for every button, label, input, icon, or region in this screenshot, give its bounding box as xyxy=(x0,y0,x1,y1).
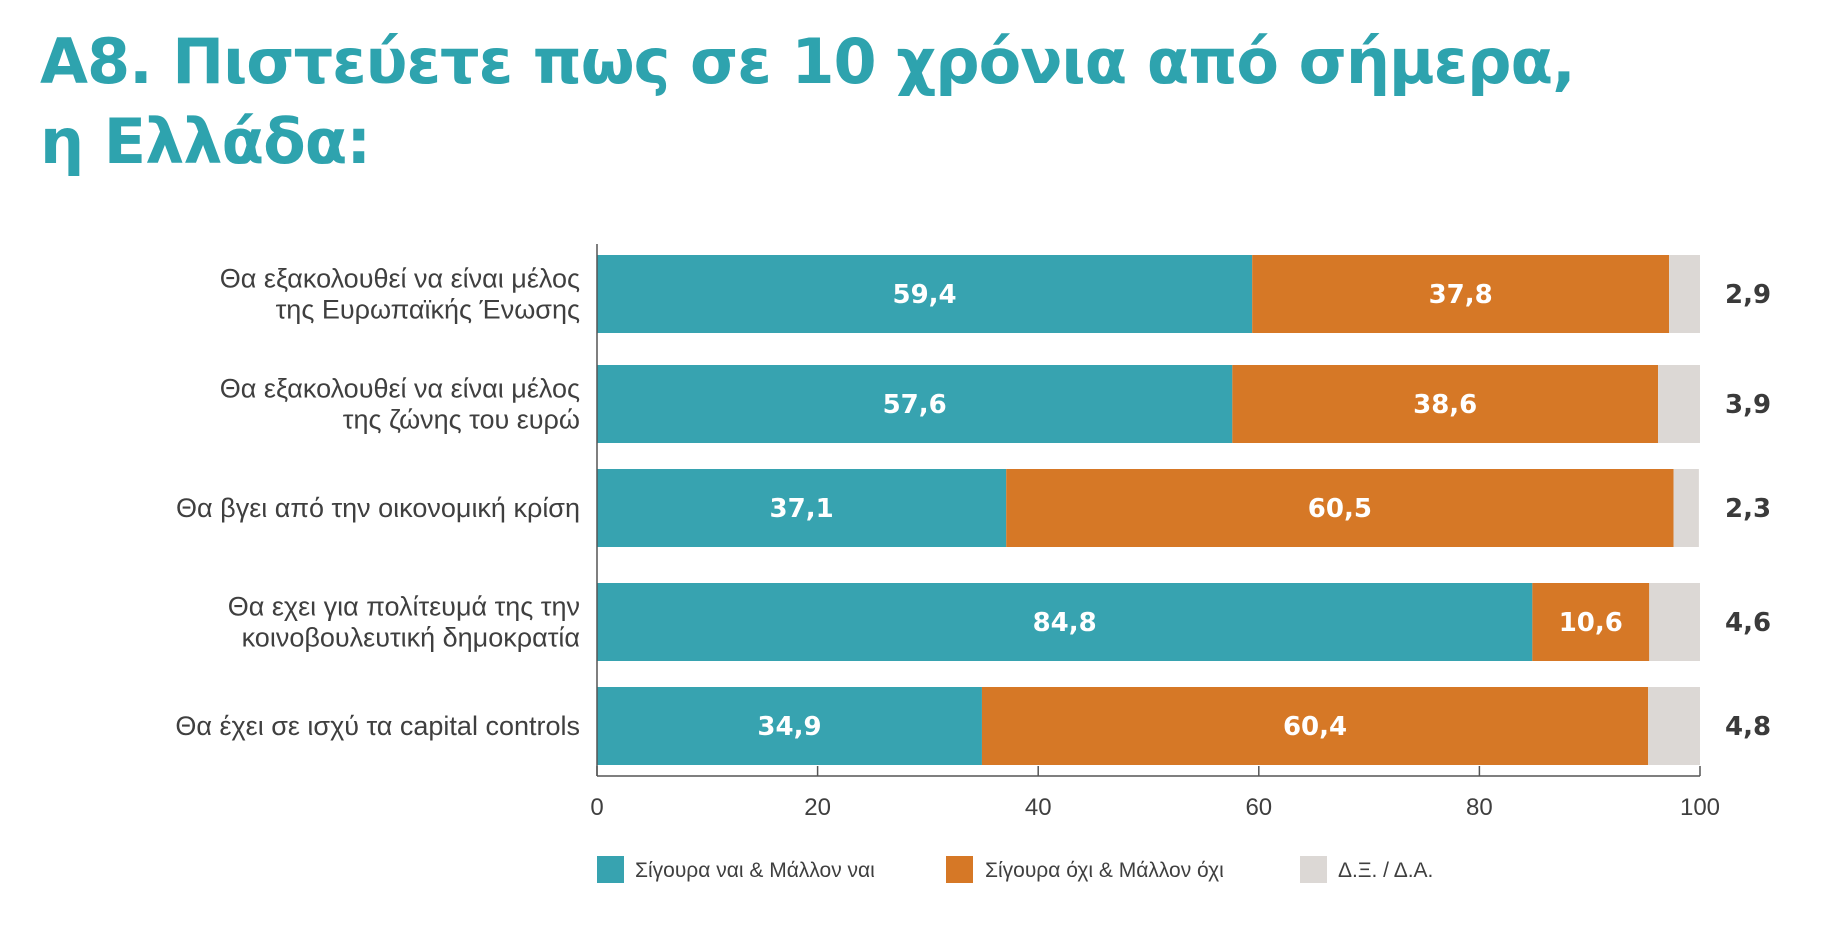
bar-segment xyxy=(597,687,982,765)
bar-end-value-label: 4,6 xyxy=(1725,608,1771,638)
legend-label: Σίγουρα ναι & Μάλλον ναι xyxy=(635,859,875,882)
bar-segment xyxy=(597,583,1533,661)
x-tick-label: 20 xyxy=(804,794,831,821)
legend-swatch xyxy=(946,856,973,883)
category-label: Θα βγει από την οικονομική κρίση xyxy=(176,493,580,523)
bar-end-value-label: 2,3 xyxy=(1725,494,1771,524)
bar-segment xyxy=(1252,255,1670,333)
x-tick-label: 100 xyxy=(1680,794,1720,821)
bar-segment xyxy=(1673,469,1699,547)
legend-swatch xyxy=(597,856,624,883)
x-tick-label: 60 xyxy=(1245,794,1272,821)
bar-segment xyxy=(1648,687,1700,765)
bar-segment xyxy=(1649,583,1700,661)
bar-value-label: 59,4 xyxy=(893,280,957,310)
category-label: της Ευρωπαϊκής Ένωσης xyxy=(276,295,580,325)
bar-value-label: 60,4 xyxy=(1283,712,1347,742)
category-label: Θα εχει για πολίτευμά της την xyxy=(228,592,580,622)
bar-value-label: 57,6 xyxy=(883,390,947,420)
category-label: Θα έχει σε ισχύ τα capital controls xyxy=(175,711,580,741)
bar-segment xyxy=(1669,255,1700,333)
bar-value-label: 60,5 xyxy=(1308,494,1372,524)
x-tick-label: 80 xyxy=(1466,794,1493,821)
bar-segment xyxy=(597,365,1233,443)
category-label: Θα εξακολουθεί να είναι μέλος xyxy=(220,374,580,404)
bar-end-value-label: 4,8 xyxy=(1725,712,1771,742)
bar-value-label: 38,6 xyxy=(1413,390,1477,420)
x-tick-label: 0 xyxy=(590,794,603,821)
category-label: κοινοβουλευτική δημοκρατία xyxy=(242,623,580,653)
chart-title-line-1: Α8. Πιστεύετε πως σε 10 χρόνια από σήμερ… xyxy=(40,25,1576,98)
bar-segment xyxy=(597,255,1253,333)
category-label: Θα εξακολουθεί να είναι μέλος xyxy=(220,264,580,294)
bar-segment xyxy=(597,469,1007,547)
bar-value-label: 10,6 xyxy=(1559,608,1623,638)
x-tick-label: 40 xyxy=(1025,794,1052,821)
bar-segment xyxy=(981,687,1649,765)
chart-title: Α8. Πιστεύετε πως σε 10 χρόνια από σήμερ… xyxy=(40,22,1740,182)
bar-segment xyxy=(1658,365,1700,443)
chart-title-line-2: η Ελλάδα: xyxy=(40,105,371,178)
bar-value-label: 37,8 xyxy=(1429,280,1493,310)
bar-segment xyxy=(1006,469,1674,547)
bar-end-value-label: 3,9 xyxy=(1725,390,1771,420)
category-label: της ζώνης του ευρώ xyxy=(343,405,580,435)
bar-value-label: 84,8 xyxy=(1033,608,1097,638)
bar-segment xyxy=(1232,365,1659,443)
bar-value-label: 37,1 xyxy=(770,494,834,524)
bar-value-label: 34,9 xyxy=(757,712,821,742)
bar-end-value-label: 2,9 xyxy=(1725,280,1771,310)
legend-label: Δ.Ξ. / Δ.Α. xyxy=(1338,859,1433,882)
legend-label: Σίγουρα όχι & Μάλλον όχι xyxy=(985,859,1224,882)
bar-segment xyxy=(1532,583,1650,661)
legend-swatch xyxy=(1300,856,1327,883)
